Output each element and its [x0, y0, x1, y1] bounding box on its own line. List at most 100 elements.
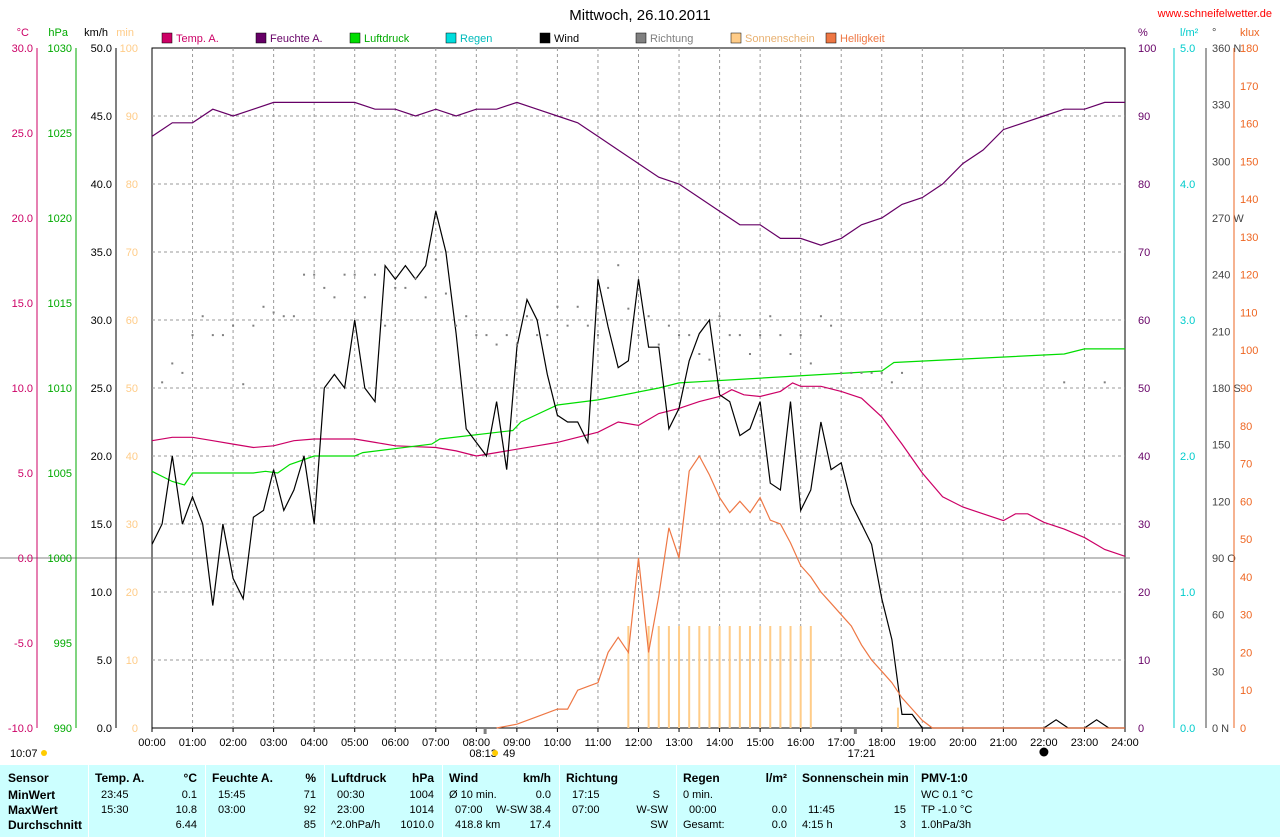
- axis-tick-label-klux: 50: [1240, 534, 1252, 546]
- axis-tick-label-klux: 30: [1240, 610, 1252, 622]
- sun-icon: [492, 750, 499, 756]
- direction-point: [262, 305, 265, 308]
- legend-label: Regen: [460, 33, 492, 45]
- stats-wind-max-dir: W-SW: [496, 804, 528, 816]
- direction-point: [404, 286, 407, 289]
- legend-swatch: [825, 32, 837, 44]
- weather-chart: °C 30.0 25.0 20.0 15.0 10.0 5.0 0.0 -5.0 -10.0 hPa…: [0, 7, 1272, 760]
- axis-unit-pressure: hPa: [48, 27, 68, 39]
- direction-point: [678, 334, 681, 337]
- direction-point: [171, 362, 174, 365]
- stats-rain-min-text: 0 min.: [683, 789, 713, 801]
- axis-tick-label-klux: 20: [1240, 647, 1252, 659]
- axis-unit-rain: l/m²: [1180, 27, 1199, 39]
- chart-series: [151, 101, 1126, 729]
- stats-rain-unit: l/m²: [765, 771, 787, 785]
- axis-tick-label-direction: 90 O: [1212, 553, 1236, 565]
- stats-sun-avg: 3: [899, 819, 906, 831]
- direction-point: [434, 258, 437, 261]
- stats-dir-max-val: W-SW: [636, 804, 668, 816]
- direction-point: [566, 324, 569, 327]
- axis-tick-label-pressure: 1010: [48, 383, 72, 395]
- legend-label: Wind: [554, 33, 579, 45]
- stats-col-rain: Regen l/m² 0 min. 00:00 0.0 Gesamt: 0.0: [677, 765, 796, 837]
- direction-point: [667, 324, 670, 327]
- direction-point: [424, 296, 427, 299]
- stats-pmv-wc: WC 0.1 °C: [921, 789, 974, 801]
- direction-point: [515, 343, 518, 346]
- stats-rain-header: Regen: [683, 771, 720, 785]
- axis-tick-label-klux: 140: [1240, 194, 1258, 206]
- stats-wind-max-time: 07:00: [455, 804, 483, 816]
- axis-tick-label-rain: 5.0: [1180, 43, 1195, 55]
- stats-press-min-time: 00:30: [337, 789, 365, 801]
- direction-point: [485, 334, 488, 337]
- stats-press-trend: ^2.0hPa/h: [331, 819, 381, 831]
- x-tick-label: 16:00: [787, 737, 815, 749]
- axis-tick-label-humidity: 50: [1138, 383, 1150, 395]
- x-tick-label: 06:00: [381, 737, 409, 749]
- direction-point: [242, 383, 245, 386]
- axis-tick-label-humidity: 40: [1138, 451, 1150, 463]
- x-tick-label: 08:00: [463, 737, 491, 749]
- direction-point: [708, 358, 711, 361]
- stats-col-wind: Wind km/h Ø 10 min. 0.0 07:00 W-SW 38.4 …: [443, 765, 560, 837]
- axis-tick-label-humidity: 70: [1138, 247, 1150, 259]
- axis-tick-label-direction: 360 N: [1212, 43, 1241, 55]
- direction-point: [637, 334, 640, 337]
- stats-wind-header: Wind: [449, 771, 479, 785]
- legend-swatch: [255, 32, 267, 44]
- legend-label: Temp. A.: [176, 33, 219, 45]
- direction-point: [221, 334, 224, 337]
- direction-point: [748, 353, 751, 355]
- stats-col-humidity: Feuchte A. % 15:45 71 03:00 92 85: [206, 765, 325, 837]
- axis-tick-label-temp: -10.0: [8, 723, 33, 735]
- stats-press-max-time: 23:00: [337, 804, 365, 816]
- legend-label: Helligkeit: [840, 33, 885, 45]
- axis-tick-label-humidity: 90: [1138, 111, 1150, 123]
- sunrise-minutes: 49: [503, 748, 515, 760]
- stats-pmv-trend: 1.0hPa/3h: [921, 819, 972, 831]
- x-tick-label: 14:00: [706, 737, 734, 749]
- direction-point: [546, 334, 549, 337]
- direction-point: [526, 315, 529, 318]
- direction-point: [363, 296, 366, 299]
- direction-point: [789, 353, 792, 355]
- stats-wind-min-text: Ø 10 min.: [449, 789, 497, 801]
- axis-tick-label-wind: 40.0: [91, 179, 112, 191]
- x-tick-label: 20:00: [949, 737, 977, 749]
- direction-point: [333, 296, 336, 299]
- stats-temp-header: Temp. A.: [95, 771, 145, 785]
- direction-point: [303, 273, 306, 276]
- legend-label: Luftdruck: [364, 33, 410, 45]
- direction-point: [718, 315, 721, 318]
- stats-press-max-val: 1014: [409, 804, 434, 816]
- stats-col-sensor: Sensor MinWert MaxWert Durchschnitt: [0, 765, 89, 837]
- axis-tick-label-humidity: 30: [1138, 519, 1150, 531]
- legend-label: Sonnenschein: [745, 33, 815, 45]
- axis-tick-label-wind: 5.0: [97, 655, 112, 667]
- axis-tick-label-pressure: 995: [54, 638, 72, 650]
- axis-tick-label-temp: 0.0: [18, 553, 33, 565]
- direction-point: [819, 315, 822, 318]
- direction-point: [313, 273, 316, 276]
- stats-row-max: MaxWert: [8, 803, 58, 817]
- axis-tick-label-temp: 25.0: [12, 128, 33, 140]
- direction-point: [161, 381, 164, 384]
- direction-point: [769, 315, 772, 318]
- x-tick-label: 22:00: [1030, 737, 1058, 749]
- axis-tick-label-sunmin: 20: [126, 587, 138, 599]
- axis-tick-label-temp: 20.0: [12, 213, 33, 225]
- axis-tick-label-klux: 110: [1240, 307, 1258, 319]
- axis-tick-label-klux: 120: [1240, 270, 1258, 282]
- direction-point: [830, 324, 833, 327]
- x-tick-label: 00:00: [138, 737, 166, 749]
- stats-rain-total: 0.0: [771, 819, 787, 831]
- site-link[interactable]: www.schneifelwetter.de: [1157, 8, 1272, 20]
- direction-point: [850, 371, 853, 374]
- axis-unit-wind: km/h: [84, 27, 108, 39]
- axis-tick-label-sunmin: 60: [126, 315, 138, 327]
- axis-tick-label-sunmin: 0: [132, 723, 138, 735]
- direction-point: [617, 264, 620, 267]
- direction-point: [414, 277, 417, 280]
